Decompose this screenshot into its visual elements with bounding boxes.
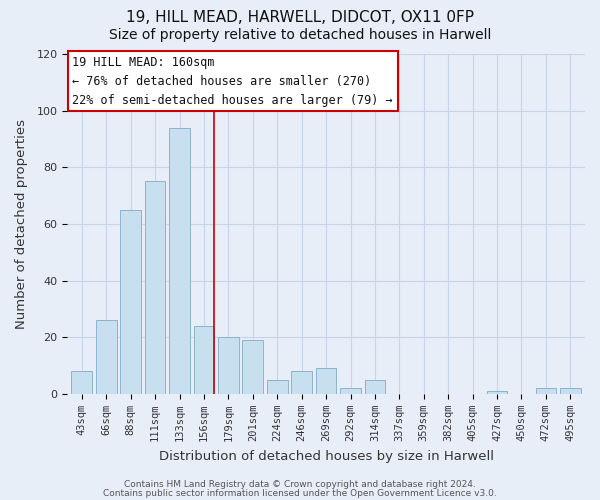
- Bar: [145, 182, 166, 394]
- Bar: [218, 338, 239, 394]
- Bar: [71, 372, 92, 394]
- Bar: [194, 326, 214, 394]
- Text: 19 HILL MEAD: 160sqm
← 76% of detached houses are smaller (270)
22% of semi-deta: 19 HILL MEAD: 160sqm ← 76% of detached h…: [73, 56, 393, 106]
- Bar: [560, 388, 581, 394]
- Bar: [242, 340, 263, 394]
- Bar: [487, 391, 508, 394]
- Bar: [267, 380, 287, 394]
- Bar: [340, 388, 361, 394]
- Bar: [96, 320, 116, 394]
- Y-axis label: Number of detached properties: Number of detached properties: [15, 119, 28, 329]
- X-axis label: Distribution of detached houses by size in Harwell: Distribution of detached houses by size …: [158, 450, 494, 462]
- Text: Contains HM Land Registry data © Crown copyright and database right 2024.: Contains HM Land Registry data © Crown c…: [124, 480, 476, 489]
- Bar: [291, 372, 312, 394]
- Bar: [536, 388, 556, 394]
- Bar: [316, 368, 337, 394]
- Text: Size of property relative to detached houses in Harwell: Size of property relative to detached ho…: [109, 28, 491, 42]
- Bar: [365, 380, 385, 394]
- Text: 19, HILL MEAD, HARWELL, DIDCOT, OX11 0FP: 19, HILL MEAD, HARWELL, DIDCOT, OX11 0FP: [126, 10, 474, 25]
- Text: Contains public sector information licensed under the Open Government Licence v3: Contains public sector information licen…: [103, 488, 497, 498]
- Bar: [169, 128, 190, 394]
- Bar: [121, 210, 141, 394]
